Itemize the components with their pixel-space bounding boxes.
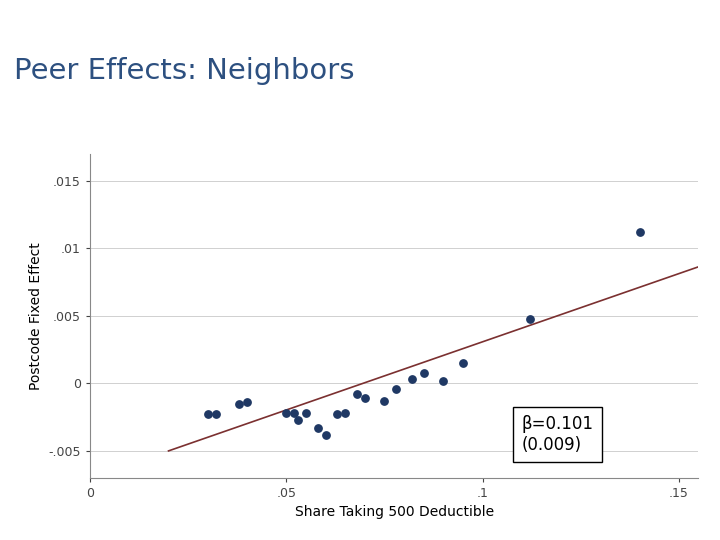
Point <box>351 390 363 399</box>
Point <box>210 410 221 419</box>
Point <box>292 416 304 424</box>
Point <box>359 394 371 403</box>
Y-axis label: Postcode Fixed Effect: Postcode Fixed Effect <box>29 242 43 390</box>
Point <box>331 410 343 419</box>
Point <box>457 359 469 368</box>
Point <box>300 409 312 417</box>
Point <box>524 314 536 323</box>
Point <box>390 384 402 393</box>
Point <box>233 400 245 408</box>
Point <box>406 375 418 383</box>
Point <box>288 409 300 417</box>
Point <box>281 409 292 417</box>
Point <box>418 368 429 377</box>
Point <box>202 410 214 419</box>
Point <box>339 409 351 417</box>
Text: Managed Competition in the Netherlands - Spinnewijn: Managed Competition in the Netherlands -… <box>179 10 541 24</box>
Text: Peer Effects: Neighbors: Peer Effects: Neighbors <box>14 57 355 85</box>
Point <box>320 430 331 439</box>
Point <box>241 398 253 407</box>
Point <box>312 423 323 432</box>
Point <box>379 396 390 405</box>
Text: β=0.101
(0.009): β=0.101 (0.009) <box>522 415 594 454</box>
Point <box>634 228 645 237</box>
X-axis label: Share Taking 500 Deductible: Share Taking 500 Deductible <box>294 505 494 519</box>
Point <box>438 376 449 385</box>
